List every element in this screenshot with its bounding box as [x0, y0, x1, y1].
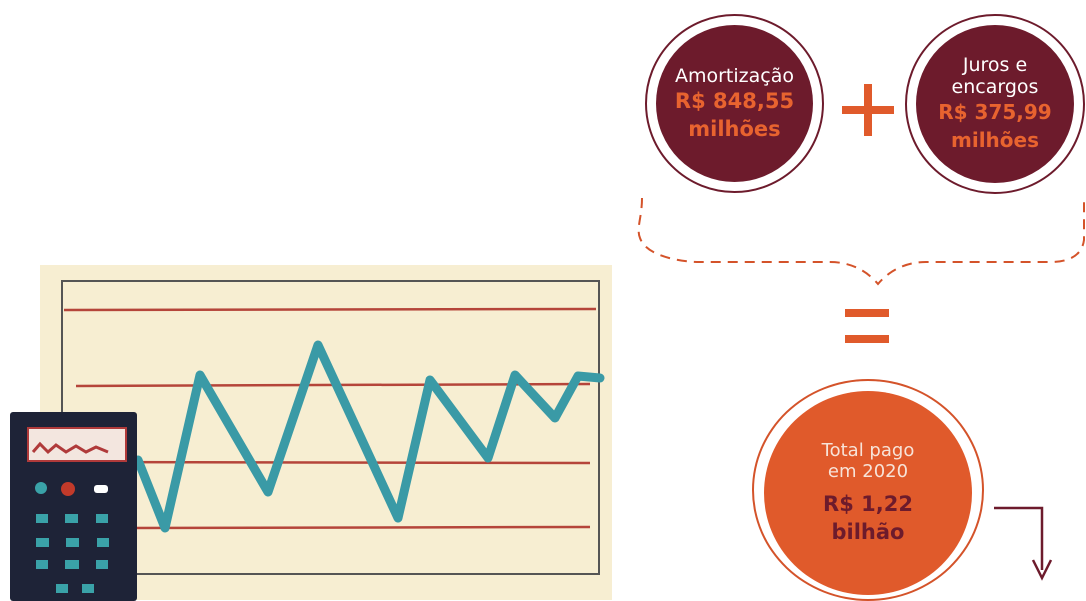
- down-arrow-icon: [0, 0, 1086, 601]
